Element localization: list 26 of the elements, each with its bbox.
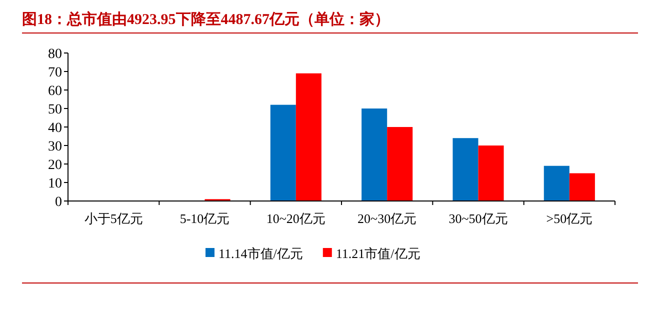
x-tick-label: 10~20亿元 <box>266 211 326 226</box>
bar <box>387 127 413 201</box>
y-tick-label: 20 <box>48 158 62 173</box>
legend-label: 11.14市值/亿元 <box>218 246 303 261</box>
chart-title: 图18：总市值由4923.95下降至4487.67亿元（单位：家） <box>22 10 390 28</box>
y-tick-label: 70 <box>48 66 62 80</box>
x-tick-label: >50亿元 <box>546 211 593 226</box>
legend-label: 11.21市值/亿元 <box>336 246 420 261</box>
y-tick-label: 30 <box>48 140 62 154</box>
bar <box>362 108 388 201</box>
y-tick-label: 10 <box>48 176 62 192</box>
bar <box>296 73 322 201</box>
y-tick-label: 40 <box>48 121 62 136</box>
bar <box>270 104 296 201</box>
y-tick-label: 50 <box>48 102 62 118</box>
y-tick-label: 60 <box>48 84 62 99</box>
x-tick-label: 20~30亿元 <box>358 211 417 226</box>
bar <box>478 146 504 201</box>
y-tick-label: 0 <box>55 195 62 210</box>
bar <box>544 166 570 201</box>
bar <box>569 173 595 201</box>
y-tick-label: 80 <box>48 47 62 62</box>
x-tick-label: 5-10亿元 <box>180 211 230 226</box>
bar <box>452 138 478 201</box>
x-tick-label: 小于5亿元 <box>84 211 143 226</box>
x-tick-label: 30~50亿元 <box>448 211 508 226</box>
